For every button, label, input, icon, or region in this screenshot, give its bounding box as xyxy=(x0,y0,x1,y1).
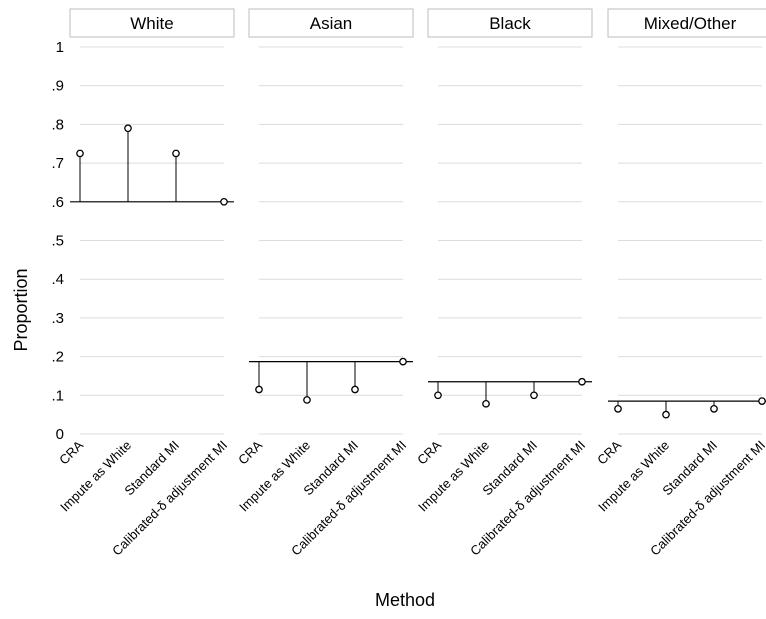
data-point xyxy=(303,396,311,404)
y-tick-label: 0 xyxy=(56,426,64,443)
x-axis-title: Method xyxy=(375,590,435,610)
x-tick-label: CRA xyxy=(414,437,444,467)
x-tick-label: CRA xyxy=(235,437,265,467)
data-point xyxy=(220,197,228,206)
data-point xyxy=(482,399,490,408)
y-tick-label: .3 xyxy=(51,310,64,327)
data-point xyxy=(614,404,622,413)
panel-strip xyxy=(427,8,593,38)
data-point xyxy=(710,404,718,413)
y-tick-label: .1 xyxy=(51,387,64,404)
panel-strip-label: Black xyxy=(489,14,531,33)
data-point xyxy=(434,391,442,400)
y-axis: 0 .1 .2 .3 .4 .5 .6 .7 .8 .9 1 xyxy=(51,39,64,443)
data-point xyxy=(578,377,586,386)
data-point xyxy=(255,385,263,394)
data-point xyxy=(758,397,766,405)
y-tick-label: .7 xyxy=(51,155,64,172)
y-tick-label: .6 xyxy=(51,194,64,211)
panel-strip-label: Mixed/Other xyxy=(644,14,737,33)
panel-strip xyxy=(607,8,766,38)
y-tick-label: .9 xyxy=(51,78,64,95)
data-point xyxy=(399,357,407,366)
panel-strip xyxy=(69,8,235,38)
x-tick-label: CRA xyxy=(594,437,624,467)
y-tick-label: .4 xyxy=(51,271,64,288)
panel-strip-label: White xyxy=(130,14,173,33)
y-axis-title: Proportion xyxy=(11,268,31,351)
data-point xyxy=(662,410,670,419)
y-tick-label: .5 xyxy=(51,233,64,250)
panel-strip xyxy=(248,8,414,38)
data-point xyxy=(124,124,132,133)
panel-strip-label: Asian xyxy=(310,14,353,33)
y-tick-label: 1 xyxy=(56,39,64,56)
data-point xyxy=(172,149,180,158)
data-point xyxy=(530,391,538,400)
data-point xyxy=(76,149,84,158)
data-point xyxy=(351,385,359,394)
y-tick-label: .2 xyxy=(51,349,64,366)
y-tick-label: .8 xyxy=(51,116,64,133)
